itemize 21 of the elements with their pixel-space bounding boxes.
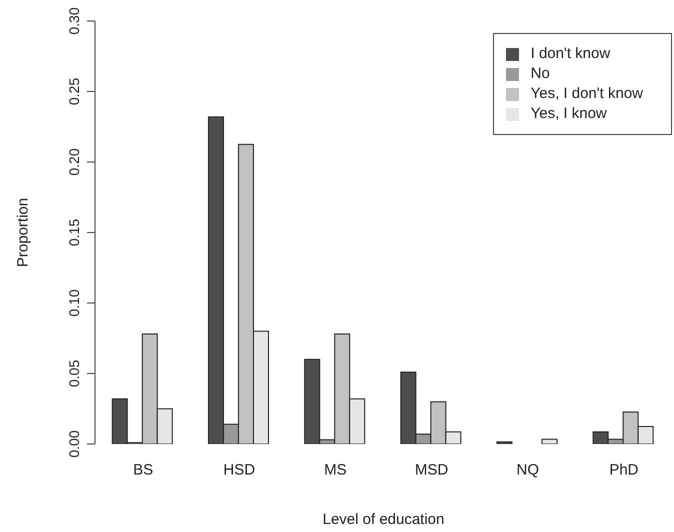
x-tick-label: BS [133,462,154,479]
x-axis-title: Level of education [322,511,444,528]
y-axis-title: Proportion [14,198,32,268]
x-tick-label: HSD [223,462,256,479]
y-tick-label: 0.30 [66,7,82,35]
x-tick-label: MS [324,462,347,479]
y-tick-label: 0.20 [66,148,82,176]
x-tick-label: NQ [516,462,539,479]
y-tick-label: 0.15 [66,218,82,246]
legend-label: No [530,65,550,82]
bar [541,438,558,444]
y-tick-label: 0.00 [66,430,82,458]
y-tick-label: 0.10 [66,289,82,317]
y-tick-label: 0.25 [66,78,82,106]
x-tick-label: MSD [414,462,448,479]
legend-label: Yes, I don't know [530,85,643,102]
y-tick-label: 0.05 [66,360,82,388]
legend-label: I don't know [530,45,610,62]
bar [496,441,512,444]
legend-label: Yes, I know [530,105,607,122]
x-tick-label: PhD [609,462,639,479]
